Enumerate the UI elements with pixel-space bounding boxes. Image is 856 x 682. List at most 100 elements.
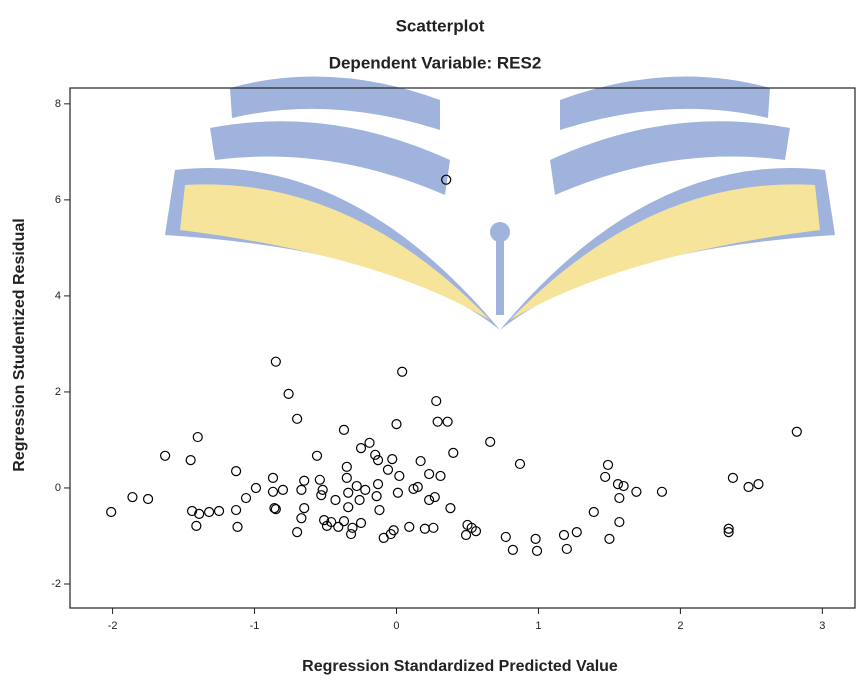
- x-tick-label: -1: [250, 620, 260, 632]
- point: [318, 485, 327, 494]
- chart-title: Scatterplot: [396, 16, 485, 35]
- y-tick-label: 8: [55, 98, 61, 110]
- point: [315, 475, 324, 484]
- point: [215, 507, 224, 516]
- point: [242, 494, 251, 503]
- point: [344, 503, 353, 512]
- point: [365, 438, 374, 447]
- point: [361, 485, 370, 494]
- watermark-pen: [496, 235, 504, 315]
- point: [632, 487, 641, 496]
- point: [300, 476, 309, 485]
- point: [161, 451, 170, 460]
- x-tick-label: 3: [819, 620, 825, 632]
- point: [589, 507, 598, 516]
- point: [615, 518, 624, 527]
- y-tick-label: 0: [55, 482, 61, 494]
- point: [388, 455, 397, 464]
- point: [486, 437, 495, 446]
- point: [205, 507, 214, 516]
- point: [398, 367, 407, 376]
- x-tick-label: 1: [535, 620, 541, 632]
- point: [604, 460, 613, 469]
- point: [300, 504, 309, 513]
- x-tick-label: -2: [108, 620, 118, 632]
- point: [792, 427, 801, 436]
- point: [501, 532, 510, 541]
- point: [615, 494, 624, 503]
- point: [432, 397, 441, 406]
- point: [425, 495, 434, 504]
- point: [107, 507, 116, 516]
- y-tick-label: 2: [55, 386, 61, 398]
- point: [425, 470, 434, 479]
- point: [347, 530, 356, 539]
- point: [192, 521, 201, 530]
- point: [533, 546, 542, 555]
- point: [515, 459, 524, 468]
- point: [193, 433, 202, 442]
- point: [355, 495, 364, 504]
- point: [371, 450, 380, 459]
- point: [339, 517, 348, 526]
- point: [374, 480, 383, 489]
- point: [429, 523, 438, 532]
- point: [430, 493, 439, 502]
- point: [268, 487, 277, 496]
- point: [352, 482, 361, 491]
- point: [619, 482, 628, 491]
- point: [383, 465, 392, 474]
- y-tick-label: 6: [55, 194, 61, 206]
- point: [754, 480, 763, 489]
- watermark: [165, 76, 835, 330]
- point: [312, 451, 321, 460]
- point: [342, 473, 351, 482]
- point: [278, 485, 287, 494]
- point: [559, 531, 568, 540]
- point: [601, 472, 610, 481]
- point: [562, 544, 571, 553]
- point: [372, 492, 381, 501]
- point: [144, 495, 153, 504]
- point: [297, 485, 306, 494]
- point: [393, 488, 402, 497]
- point: [657, 487, 666, 496]
- point: [508, 545, 517, 554]
- point: [613, 480, 622, 489]
- point: [268, 473, 277, 482]
- point: [357, 519, 366, 528]
- point: [344, 488, 353, 497]
- point: [443, 417, 452, 426]
- point: [446, 504, 455, 513]
- point: [531, 534, 540, 543]
- point: [186, 456, 195, 465]
- point: [605, 534, 614, 543]
- point: [128, 493, 137, 502]
- chart: Scatterplot Dependent Variable: RES2 Reg…: [0, 0, 856, 682]
- point: [339, 425, 348, 434]
- point: [293, 528, 302, 537]
- x-tick-label: 0: [393, 620, 399, 632]
- point: [392, 420, 401, 429]
- y-axis-title: Regression Studentized Residual: [11, 218, 28, 471]
- point: [297, 514, 306, 523]
- point: [348, 523, 357, 532]
- point: [436, 471, 445, 480]
- point: [449, 448, 458, 457]
- point: [375, 506, 384, 515]
- point: [342, 462, 351, 471]
- y-tick-label: -2: [51, 578, 61, 590]
- watermark-pen: [490, 222, 510, 242]
- point: [232, 467, 241, 476]
- point: [572, 528, 581, 537]
- point: [334, 522, 343, 531]
- x-axis-title: Regression Standardized Predicted Value: [302, 658, 618, 675]
- point: [284, 389, 293, 398]
- x-tick-label: 2: [677, 620, 683, 632]
- point: [416, 457, 425, 466]
- point: [293, 414, 302, 423]
- point: [233, 522, 242, 531]
- point: [433, 417, 442, 426]
- point: [357, 444, 366, 453]
- y-tick-label: 4: [55, 290, 61, 302]
